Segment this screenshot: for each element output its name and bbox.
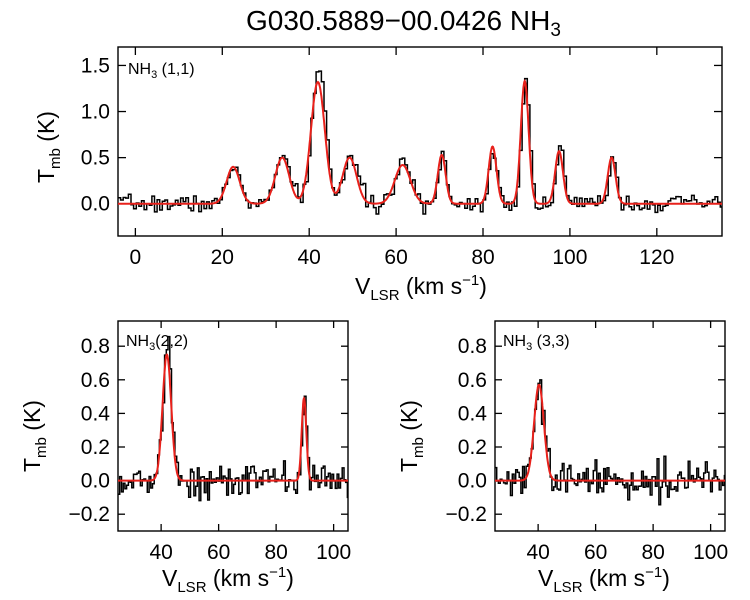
y-tick-label: 0.4 xyxy=(81,402,111,425)
panel-label: NH3 (3,3) xyxy=(503,333,570,353)
x-tick-label: 100 xyxy=(693,541,728,564)
plot-frame xyxy=(494,320,726,532)
x-tick-label: 60 xyxy=(584,541,607,564)
x-tick-label: 80 xyxy=(641,541,664,564)
spectrum-line xyxy=(118,335,348,502)
panel-label: NH3(2,2) xyxy=(126,333,188,353)
panel-nh3-22: NH3(2,2) VLSR (km s−1) Tmb (K) 40 60 80 100… xyxy=(19,320,351,596)
plot-area xyxy=(495,379,725,506)
plot-area xyxy=(118,70,722,215)
x-tick-label: 80 xyxy=(471,246,494,269)
spectrum-line xyxy=(118,70,722,215)
plot-area xyxy=(118,335,348,502)
y-tick-label: 0.0 xyxy=(81,193,110,216)
y-tick-label: 0.8 xyxy=(81,335,110,358)
x-tick-label: 100 xyxy=(316,541,351,564)
x-tick-label: 0 xyxy=(130,246,142,269)
y-tick-label: 1.5 xyxy=(81,54,110,77)
x-axis-label: VLSR (km s−1) xyxy=(162,564,294,596)
x-tick-label: 40 xyxy=(149,541,172,564)
y-tick-label: 1.0 xyxy=(81,101,110,124)
fit-line xyxy=(495,383,725,482)
y-tick-label: 0.0 xyxy=(458,470,487,493)
x-tick-label: 100 xyxy=(552,246,587,269)
y-tick-label: 0.8 xyxy=(458,335,487,358)
y-tick-label: −0.2 xyxy=(446,503,487,526)
y-tick-label: 0.6 xyxy=(81,369,110,392)
panel-label: NH3 (1,1) xyxy=(128,61,195,81)
x-tick-label: 120 xyxy=(639,246,674,269)
panel-nh3-11: NH3 (1,1) VLSR (km s−1) Tmb (K) 0 20 40 60 8… xyxy=(33,46,723,304)
fit-line xyxy=(118,353,348,482)
y-tick-label: −0.2 xyxy=(69,503,110,526)
x-tick-label: 40 xyxy=(526,541,549,564)
plot-frame xyxy=(117,320,349,532)
y-axis-label: Tmb (K) xyxy=(33,111,64,183)
x-tick-label: 20 xyxy=(211,246,234,269)
plot-frame xyxy=(117,46,723,237)
x-axis-label: VLSR (km s−1) xyxy=(538,564,670,596)
x-axis-label: VLSR (km s−1) xyxy=(355,272,487,304)
y-tick-label: 0.2 xyxy=(81,436,110,459)
panel-nh3-33: NH3 (3,3) VLSR (km s−1) Tmb (K) 40 60 80 10… xyxy=(396,320,728,596)
y-tick-label: 0.5 xyxy=(81,147,110,170)
figure-title: G030.5889−00.0426 NH3 xyxy=(246,5,561,41)
x-tick-label: 80 xyxy=(264,541,287,564)
y-tick-label: 0.2 xyxy=(458,436,487,459)
y-tick-label: 0.0 xyxy=(81,470,110,493)
spectrum-line xyxy=(495,379,725,506)
x-tick-label: 60 xyxy=(384,246,407,269)
y-axis-label: Tmb (K) xyxy=(396,400,427,472)
y-tick-label: 0.4 xyxy=(458,402,488,425)
y-tick-label: 0.6 xyxy=(458,369,487,392)
x-tick-label: 40 xyxy=(298,246,321,269)
y-axis-label: Tmb (K) xyxy=(19,400,50,472)
x-tick-label: 60 xyxy=(207,541,230,564)
fit-line xyxy=(118,79,722,205)
